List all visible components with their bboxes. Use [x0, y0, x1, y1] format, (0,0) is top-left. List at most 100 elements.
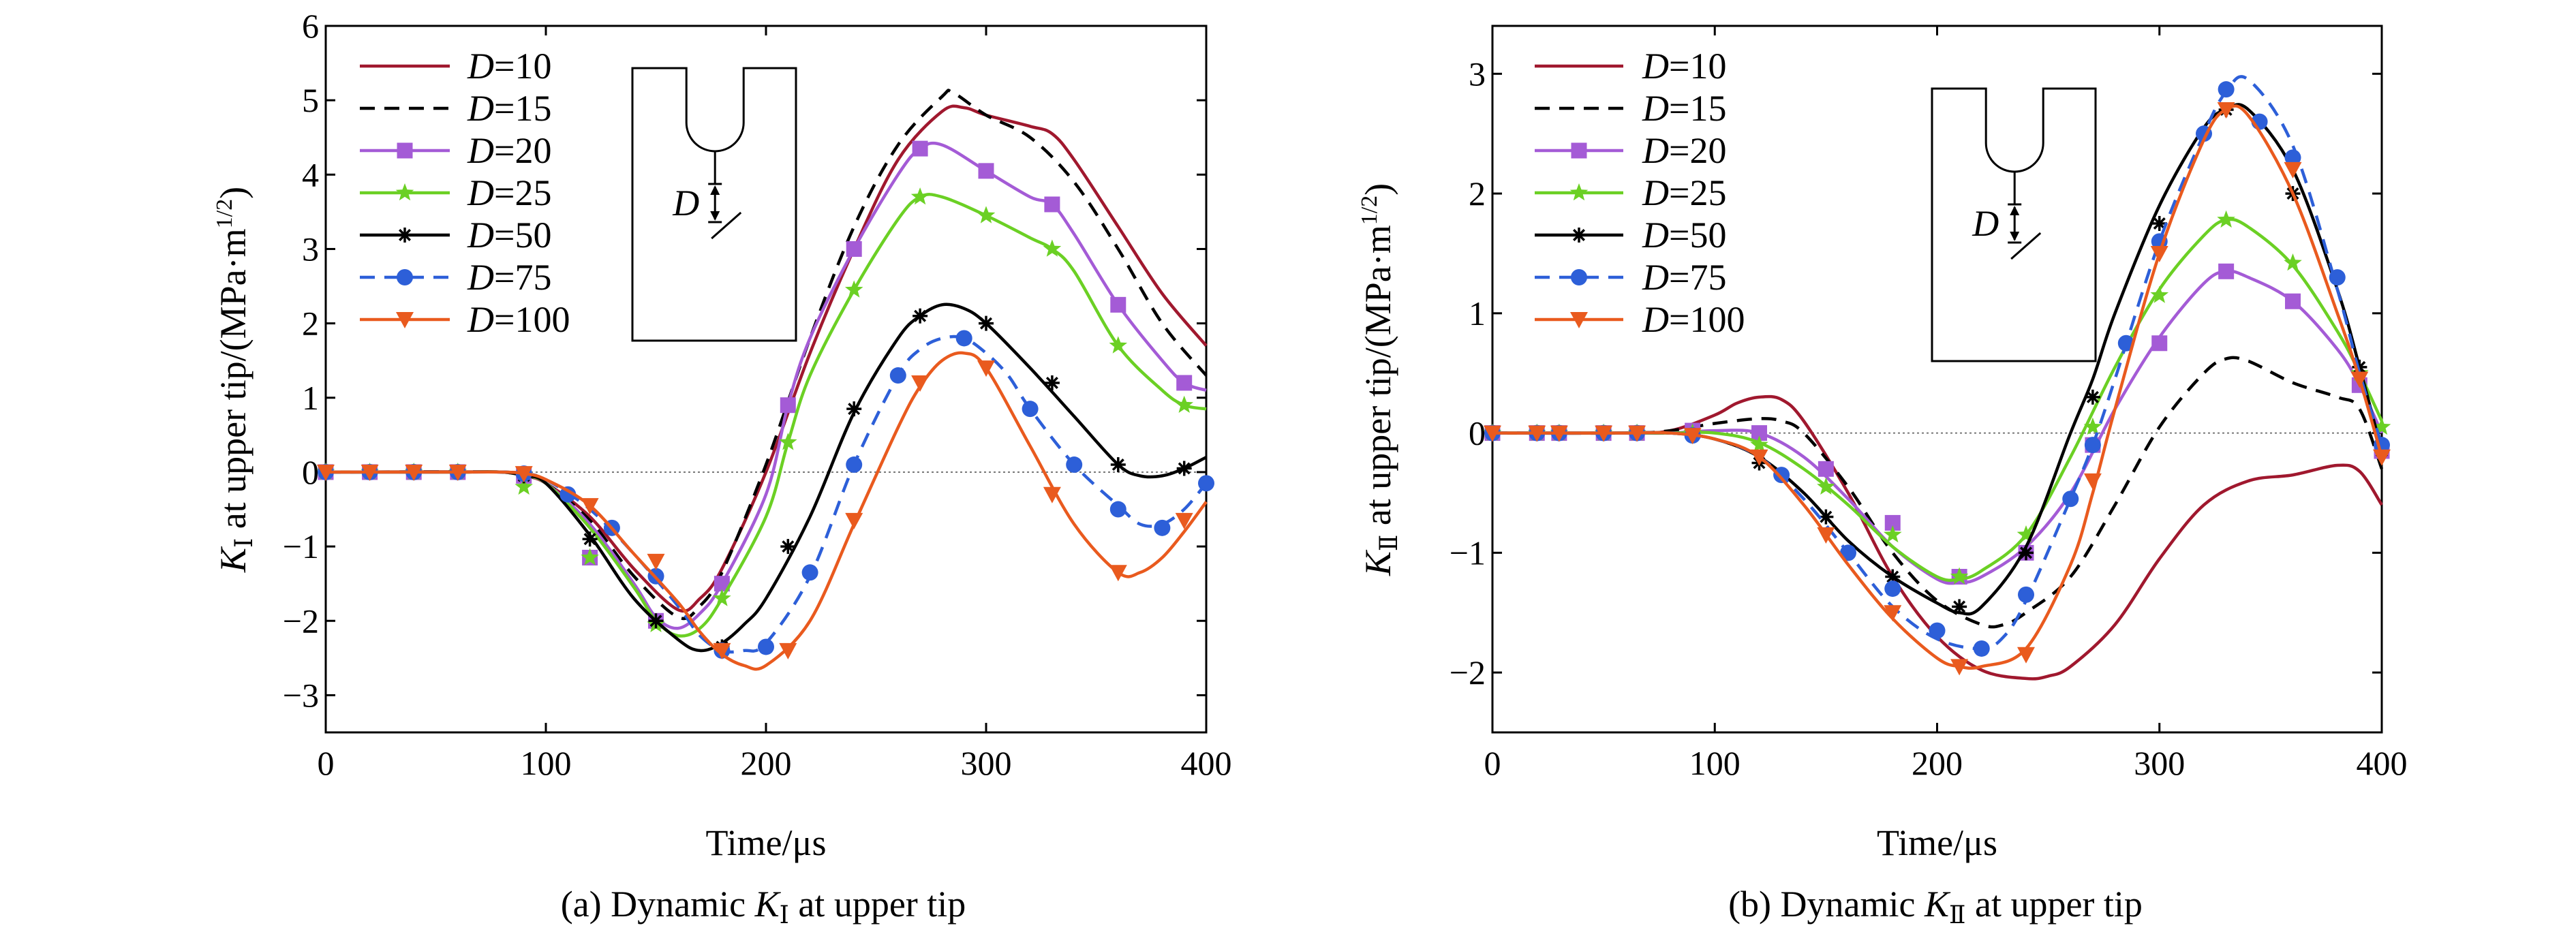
- plot-frame: [324, 25, 1208, 734]
- data-point: [2350, 371, 2369, 388]
- x-tick-label: 100: [521, 744, 572, 782]
- data-point: [1022, 401, 1039, 418]
- x-tick-label: 200: [1912, 744, 1963, 782]
- y-tick-label: 1: [302, 379, 319, 417]
- data-point: [845, 512, 863, 529]
- data-point: [2285, 293, 2301, 309]
- data-point: [2017, 647, 2035, 664]
- legend-value: =75: [494, 257, 551, 298]
- y-label-exponent: 1/2: [1357, 196, 1382, 225]
- legend-label: D=75: [467, 257, 551, 298]
- legend-label: D=15: [467, 88, 551, 129]
- data-point: [1109, 336, 1128, 354]
- data-point: [648, 613, 664, 629]
- data-point: [779, 642, 797, 659]
- legend-marker: [395, 183, 414, 201]
- series-line: [325, 351, 1208, 671]
- data-point: [911, 375, 930, 392]
- legend-var: D: [467, 215, 494, 255]
- data-point: [1883, 525, 1902, 543]
- legend-marker: [397, 269, 413, 285]
- legend-marker: [1571, 142, 1587, 159]
- data-point: [1175, 512, 1193, 529]
- data-point: [801, 564, 818, 581]
- series-d-15: [1492, 356, 2384, 629]
- caption-subscript: Ⅱ: [1949, 901, 1965, 929]
- series-line: [325, 104, 1208, 613]
- data-point: [1109, 565, 1127, 582]
- data-point: [2084, 437, 2101, 454]
- series-d-15: [325, 89, 1208, 621]
- y-tick-label: −3: [283, 676, 319, 714]
- x-axis-label: Time/μs: [1877, 822, 1997, 863]
- legend-marker: [1571, 228, 1586, 243]
- y-label-symbol: K: [213, 546, 254, 573]
- data-point: [844, 280, 863, 298]
- legend-label: D=25: [1642, 172, 1726, 213]
- data-point: [1750, 435, 1768, 453]
- series-d-25: [1483, 210, 2391, 585]
- y-tick-label: 0: [1469, 414, 1486, 452]
- legend-marker: [1571, 269, 1587, 285]
- data-point: [2373, 449, 2391, 466]
- series-d-50: [1485, 102, 2389, 616]
- legend-var: D: [467, 130, 494, 171]
- y-tick-label: 4: [302, 155, 319, 193]
- legend-value: =100: [1669, 299, 1745, 340]
- data-point: [1484, 425, 1501, 442]
- panel-caption: (b) Dynamic KⅡ at upper tip: [1728, 884, 2143, 929]
- x-tick-label: 300: [2134, 744, 2185, 782]
- series-d-10: [325, 104, 1208, 613]
- data-point: [2284, 161, 2302, 178]
- series-d-20: [1484, 263, 2390, 585]
- specimen-outline: [631, 67, 797, 342]
- data-point: [2019, 545, 2034, 561]
- data-point: [1176, 375, 1193, 391]
- inset-d-label: D: [1972, 203, 1999, 244]
- x-tick-label: 400: [2357, 744, 2408, 782]
- legend-marker: [1570, 312, 1588, 328]
- data-point: [955, 330, 972, 347]
- data-point: [2150, 245, 2168, 262]
- data-point: [2218, 263, 2235, 279]
- legend-label: D=50: [467, 215, 551, 255]
- legend-value: =25: [1669, 172, 1726, 213]
- y-label-subscript: Ⅱ: [1375, 535, 1402, 551]
- series-d-20: [318, 140, 1207, 630]
- y-label-exponent: 1/2: [212, 199, 237, 228]
- series-line: [325, 89, 1208, 621]
- data-point: [1817, 527, 1835, 544]
- data-point: [1044, 375, 1060, 390]
- inset-d-label: D: [672, 183, 699, 223]
- legend-var: D: [1642, 299, 1669, 340]
- legend-value: =15: [1669, 88, 1726, 129]
- data-point: [978, 163, 994, 179]
- legend-value: =10: [494, 46, 551, 87]
- legend-value: =100: [494, 299, 570, 340]
- series-d-75: [1484, 75, 2390, 657]
- legend-var: D: [1642, 130, 1669, 171]
- data-point: [977, 206, 996, 223]
- data-point: [1773, 467, 1790, 484]
- series-line: [1492, 104, 2384, 670]
- y-tick-label: −1: [1450, 533, 1486, 572]
- legend-var: D: [1642, 215, 1669, 255]
- legend-label: D=10: [1642, 46, 1726, 87]
- data-point: [2062, 491, 2079, 508]
- x-axis-label: Time/μs: [705, 822, 826, 863]
- data-point: [1154, 519, 1171, 536]
- legend-var: D: [467, 257, 494, 298]
- specimen-inset: D: [1931, 87, 2097, 362]
- data-point: [361, 464, 379, 481]
- data-point: [515, 477, 533, 495]
- legend-label: D=20: [467, 130, 551, 171]
- data-point: [913, 308, 928, 324]
- legend-value: =20: [1669, 130, 1726, 171]
- legend-label: D=50: [1642, 215, 1726, 255]
- caption-suffix: at upper tip: [789, 884, 966, 925]
- y-tick-label: 6: [302, 7, 319, 45]
- specimen-inset: D: [631, 67, 797, 342]
- data-point: [2372, 417, 2391, 435]
- data-point: [581, 548, 599, 565]
